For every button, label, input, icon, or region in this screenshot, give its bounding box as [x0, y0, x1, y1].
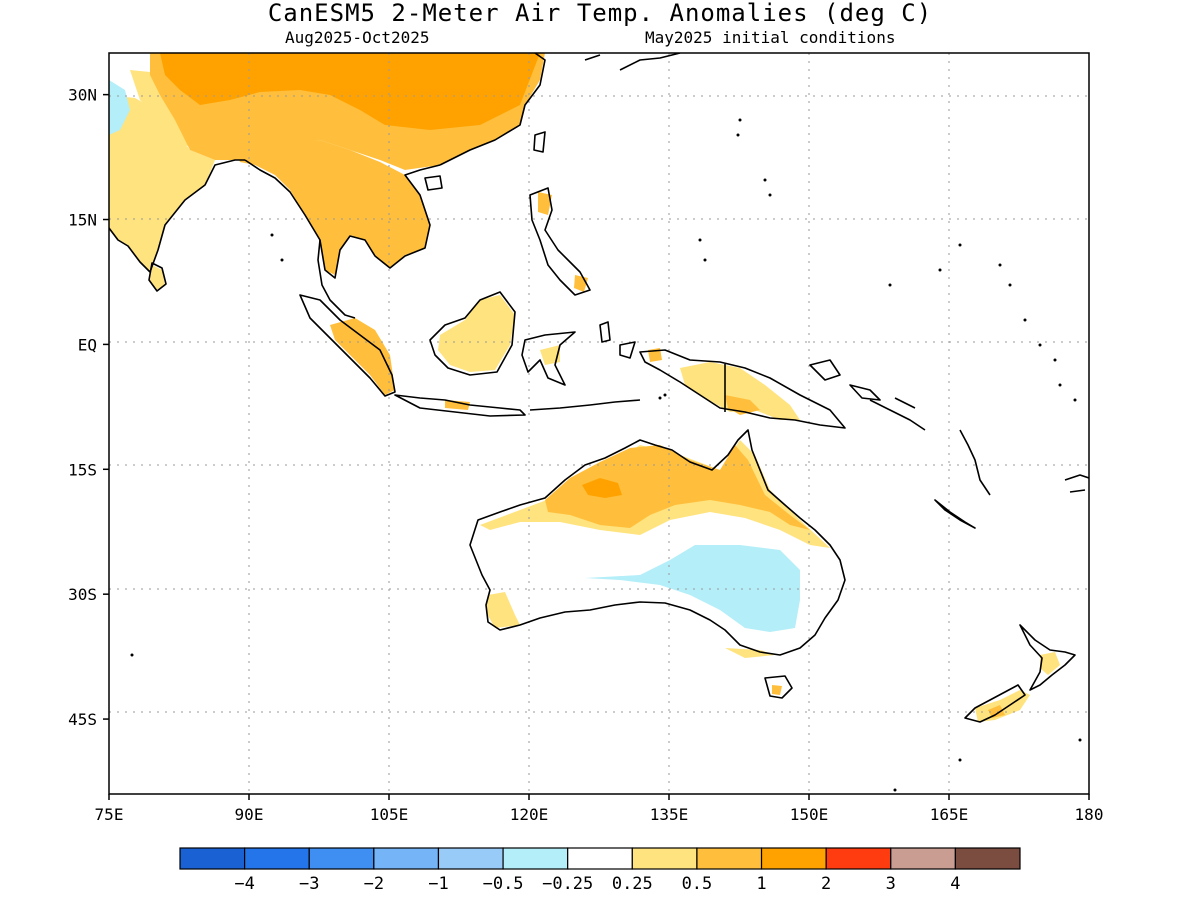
coast-sri-lanka — [148, 262, 167, 292]
island-dots — [130, 118, 1082, 792]
colorbar-swatch — [696, 847, 763, 870]
y-tick-label: 30S — [68, 585, 97, 604]
anomaly-india — [109, 95, 215, 272]
colorbar-label: −0.5 — [483, 874, 524, 894]
coast-sumatra — [299, 294, 396, 397]
coast-fiji — [1064, 474, 1089, 493]
x-tick-label: 120E — [510, 805, 549, 824]
coast-solomons — [869, 397, 926, 431]
anomaly-sulawesi — [540, 345, 560, 365]
plot-frame — [108, 52, 1090, 795]
anomaly-borneo — [438, 295, 515, 372]
x-tick-label: 180 — [1075, 805, 1104, 824]
figure-title: CanESM5 2-Meter Air Temp. Anomalies (deg… — [267, 0, 933, 27]
coast-philippines — [529, 187, 591, 296]
colorbar-label: −3 — [299, 874, 319, 894]
anomaly-australia-north-strong — [582, 478, 622, 498]
colorbar-label: −4 — [234, 874, 254, 894]
coast-indochina — [244, 159, 441, 279]
y-tick-label: 30N — [68, 86, 97, 105]
anomaly-australia-cool — [585, 545, 800, 632]
coast-borneo — [429, 291, 516, 376]
x-axis: 75E 90E 105E 120E 135E 150E 165E 180 — [95, 794, 1104, 824]
anomaly-india-cool-spot — [109, 80, 130, 135]
coast-china — [439, 53, 546, 166]
anomaly-nz-south — [975, 690, 1030, 722]
colorbar-swatch — [890, 847, 956, 870]
coast-new-guinea — [639, 349, 846, 429]
colorbar-label: 0.25 — [612, 874, 653, 894]
coast-vanuatu — [959, 429, 991, 496]
coast-new-caledonia — [934, 499, 976, 529]
initial-conditions: May2025 initial conditions — [645, 28, 896, 47]
anomaly-shading — [109, 53, 1060, 722]
coast-moluccas — [599, 321, 636, 359]
colorbar-swatch — [437, 847, 504, 870]
coast-sulawesi — [521, 331, 576, 386]
colorbar-swatch — [502, 847, 569, 870]
coast-nz-north — [1019, 624, 1076, 691]
y-tick-label: EQ — [78, 335, 97, 354]
colorbar-label: 4 — [950, 874, 960, 894]
coast-taiwan — [533, 131, 546, 153]
colorbar-swatch — [825, 847, 892, 870]
coast-japan — [584, 53, 681, 71]
coast-malay — [317, 239, 356, 319]
colorbar-swatch — [631, 847, 698, 870]
colorbar-label: −2 — [364, 874, 384, 894]
anomaly-tasmania — [772, 685, 782, 695]
x-tick-label: 105E — [370, 805, 409, 824]
anomaly-nz-south-moderate — [988, 705, 1005, 718]
anomaly-china-strong — [160, 53, 540, 130]
x-tick-label: 75E — [95, 805, 124, 824]
y-tick-label: 45S — [68, 710, 97, 729]
colorbar-swatch — [179, 847, 246, 870]
colorbar-swatch — [567, 847, 633, 870]
coast-tasmania — [764, 675, 793, 699]
colorbar-swatch — [308, 847, 375, 870]
coast-java — [394, 394, 526, 417]
y-tick-label: 15N — [68, 211, 97, 230]
coast-bismarck — [809, 359, 881, 401]
anomaly-sumatra — [330, 318, 395, 395]
colorbar-label: −1 — [428, 874, 448, 894]
colorbar-label: −0.25 — [542, 874, 593, 894]
y-tick-label: 15S — [68, 460, 97, 479]
colorbar-label: 0.5 — [682, 874, 713, 894]
anomaly-luzon — [538, 192, 552, 215]
x-tick-label: 165E — [930, 805, 969, 824]
anomaly-indochina — [235, 140, 430, 275]
coast-australia — [469, 429, 846, 656]
colorbar-label: 2 — [821, 874, 831, 894]
x-tick-label: 135E — [650, 805, 689, 824]
coast-hainan — [424, 175, 443, 191]
anomaly-australia-se — [725, 648, 775, 658]
x-tick-label: 90E — [235, 805, 264, 824]
anomaly-sri-lanka — [150, 265, 165, 290]
colorbar-swatch — [954, 847, 1021, 870]
coastlines — [109, 53, 1089, 723]
colorbar-label: 3 — [886, 874, 896, 894]
coast-lesser-sunda — [529, 399, 641, 411]
x-tick-label: 150E — [790, 805, 829, 824]
coast-nz-south — [964, 684, 1026, 723]
colorbar-label: 1 — [756, 874, 766, 894]
anomaly-australia-sw — [486, 592, 520, 628]
gridlines — [109, 53, 1089, 794]
colorbar: −4 −3 −2 −1 −0.5 −0.25 0.25 0.5 1 2 3 4 — [179, 847, 1021, 894]
anomaly-australia-north-moderate — [545, 445, 810, 530]
coast-india — [109, 159, 245, 273]
colorbar-swatch — [244, 847, 310, 870]
anomaly-new-guinea — [680, 362, 800, 420]
forecast-period: Aug2025-Oct2025 — [285, 28, 430, 47]
anomaly-java — [445, 400, 470, 410]
colorbar-swatch — [760, 847, 827, 870]
anomaly-nz-north — [1040, 652, 1060, 675]
colorbar-swatch — [373, 847, 440, 870]
y-axis: 30N 15N EQ 15S 30S 45S — [68, 86, 109, 729]
